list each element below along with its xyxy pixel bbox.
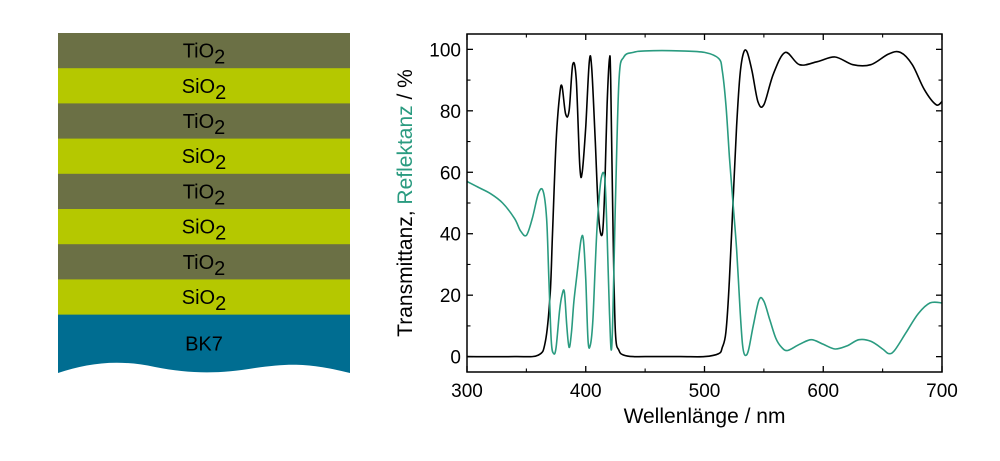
layer-formula: SiO xyxy=(182,146,215,168)
layer-formula-subscript: 2 xyxy=(215,293,226,315)
layer-formula: SiO xyxy=(182,76,215,98)
spectrum-chart-svg: 300 400 500 600 700 0 20 40 60 80 100 Wellenlänge … xyxy=(394,33,958,428)
layer-tio2-7 xyxy=(58,244,350,280)
layer-label-1: TiO2 xyxy=(183,41,226,69)
layer-formula: TiO xyxy=(183,41,214,63)
layer-tio2-3 xyxy=(58,103,350,140)
y-tick-label: 40 xyxy=(440,225,461,246)
layer-formula: SiO xyxy=(182,287,215,309)
layer-sio2-6 xyxy=(58,209,350,245)
layer-formula: TiO xyxy=(183,181,214,203)
layer-formula: TiO xyxy=(183,111,214,133)
layer-tio2-1 xyxy=(58,33,350,69)
y-axis-label-reflektanz: Reflektanz xyxy=(394,105,417,204)
y-tick-label: 20 xyxy=(440,286,461,307)
layer-label-4: SiO2 xyxy=(182,146,226,174)
series-line-transmittanz xyxy=(467,49,942,358)
layer-sio2-2 xyxy=(58,68,350,104)
x-tick-label: 500 xyxy=(689,381,721,402)
x-tick-label: 400 xyxy=(570,381,602,402)
y-tick-label: 60 xyxy=(440,163,461,184)
layer-formula-subscript: 2 xyxy=(215,152,226,174)
y-axis-label: Transmittanz, Reflektanz / % xyxy=(394,69,417,337)
layer-label-2: SiO2 xyxy=(182,76,226,104)
layer-formula-subscript: 2 xyxy=(214,187,225,209)
substrate-label: BK7 xyxy=(185,334,223,356)
x-tick-label: 600 xyxy=(807,381,839,402)
substrate-bk7 xyxy=(58,314,350,373)
y-axis-label-unit: / % xyxy=(394,69,417,105)
x-tick-label: 300 xyxy=(451,381,483,402)
y-tick-label: 80 xyxy=(440,102,461,123)
x-tick-label: 700 xyxy=(926,381,958,402)
spectrum-chart: 300 400 500 600 700 0 20 40 60 80 100 Wellenlänge … xyxy=(380,0,1000,456)
layer-formula-subscript: 2 xyxy=(214,47,225,69)
layer-stack-diagram: TiO2 SiO2 TiO2 SiO2 TiO2 SiO2 TiO2 SiO2 BK7 xyxy=(0,0,380,456)
layer-formula-subscript: 2 xyxy=(215,223,226,245)
y-axis-label-transmittanz: Transmittanz, xyxy=(394,205,417,337)
layer-label-3: TiO2 xyxy=(183,111,226,139)
layer-label-8: SiO2 xyxy=(182,287,226,315)
series-line-reflektanz xyxy=(467,49,942,357)
layer-label-7: TiO2 xyxy=(183,252,226,280)
layer-formula-subscript: 2 xyxy=(214,258,225,280)
layer-formula-subscript: 2 xyxy=(214,117,225,139)
layer-formula: TiO xyxy=(183,252,214,274)
x-axis-label: Wellenlänge / nm xyxy=(624,405,786,428)
plot-frame xyxy=(466,33,943,373)
layer-sio2-8 xyxy=(58,279,350,316)
layer-tio2-5 xyxy=(58,173,350,210)
layer-formula-subscript: 2 xyxy=(215,82,226,104)
layer-label-5: TiO2 xyxy=(183,181,226,209)
layer-formula: SiO xyxy=(182,217,215,239)
y-tick-label: 100 xyxy=(429,40,461,61)
layer-sio2-4 xyxy=(58,138,350,175)
y-tick-label: 0 xyxy=(450,348,461,369)
layer-label-6: SiO2 xyxy=(182,217,226,245)
